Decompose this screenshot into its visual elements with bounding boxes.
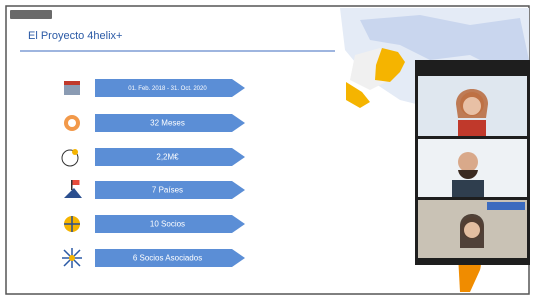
- item-label: 6 Socios Asociados: [133, 254, 202, 263]
- item-label: 01. Feb. 2018 - 31. Oct. 2020: [128, 86, 207, 92]
- icon-clock: [64, 115, 80, 131]
- video-panel: [415, 60, 530, 265]
- item-label: 10 Socios: [150, 220, 185, 229]
- item-label: 32 Meses: [150, 119, 185, 128]
- icon-network: [62, 248, 82, 268]
- icon-partners: [64, 216, 80, 232]
- slide-title: El Proyecto 4helix+: [28, 30, 122, 42]
- screenshot: El Proyecto 4helix+ 01. Feb. 2018 - 31. …: [0, 0, 535, 300]
- item-label: 2,2M€: [156, 153, 179, 162]
- item-label: 7 Países: [152, 186, 183, 195]
- icon-calendar: [64, 81, 80, 95]
- badge: [10, 10, 52, 19]
